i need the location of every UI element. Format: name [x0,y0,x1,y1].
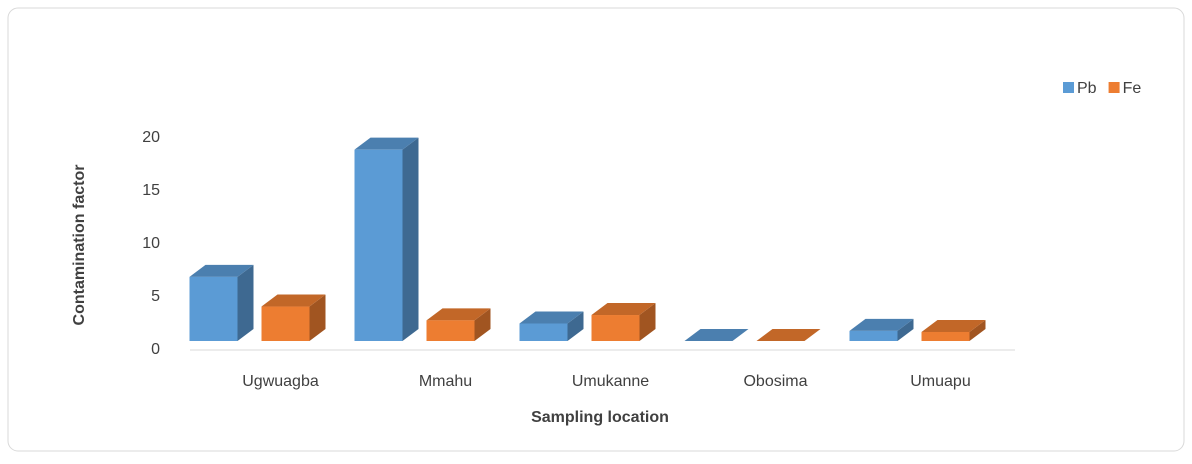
bar-front [354,149,403,341]
bar-side [309,294,326,341]
y-tick-label: 5 [151,288,160,305]
legend-swatch [1063,82,1074,93]
bar-top [189,264,254,277]
bar-side [237,264,254,341]
bar [426,308,491,341]
bar-side [567,311,584,341]
bar [684,329,749,341]
legend-label: Fe [1123,80,1142,97]
bar [756,329,821,341]
bar-top [261,294,326,307]
bar-top [684,329,749,341]
x-tick-label: Umukanne [572,373,649,390]
bar-top [591,303,656,316]
bar [591,303,656,341]
x-tick-label: Umuapu [910,373,970,390]
bar-side [474,308,491,341]
bar [354,137,419,341]
bar-side [969,319,986,341]
x-tick-label: Mmahu [419,373,472,390]
bar-top [354,137,419,150]
bar-front [591,315,640,341]
bar [261,294,326,341]
legend-swatch [1108,82,1120,93]
bar-side [897,318,914,341]
x-tick-label: Ugwuagba [242,373,319,390]
bar-top [519,311,584,324]
x-axis-title: Sampling location [531,409,669,426]
bar-side [639,303,656,341]
bar [519,311,584,341]
bar [189,264,254,341]
y-tick-label: 20 [142,129,160,146]
bar-front [261,306,310,341]
bar-front [189,276,238,341]
bar-top [756,329,821,341]
bar [849,318,914,341]
x-tick-label: Obosima [743,373,807,390]
y-tick-label: 0 [151,341,160,358]
bar-top [426,308,491,321]
y-tick-label: 10 [142,235,160,252]
bar-front [849,330,898,341]
bar-side [402,137,419,341]
bar-top [849,318,914,331]
legend-label: Pb [1077,80,1097,97]
bar-front [426,320,475,341]
bar-front [921,331,970,341]
bar [921,319,986,341]
y-axis-title: Contamination factor [71,165,88,326]
bar-front [519,323,568,341]
y-tick-label: 15 [142,182,160,199]
bar-top [921,319,986,332]
